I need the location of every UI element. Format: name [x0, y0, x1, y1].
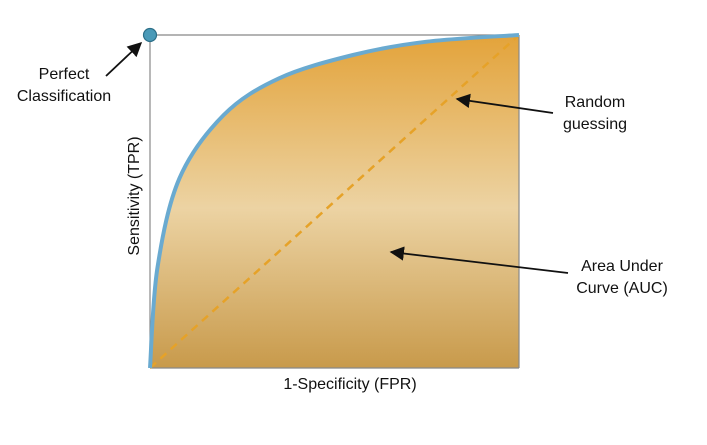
y-axis-label: Sensitivity (TPR) — [126, 136, 143, 256]
auc-label: Area Under Curve (AUC) — [560, 256, 684, 300]
random-label-line1: Random — [564, 94, 626, 111]
random-guessing-arrow — [455, 93, 554, 114]
random-label-line2: guessing — [562, 116, 628, 133]
random-guessing-label: Random guessing — [545, 92, 645, 136]
perfect-classification-arrow — [105, 42, 143, 77]
perfect-label-line2: Classification — [16, 88, 112, 105]
perfect-classification-point — [142, 27, 158, 43]
auc-area — [150, 35, 519, 368]
perfect-label-line1: Perfect — [38, 66, 90, 83]
x-axis-label: 1-Specificity (FPR) — [283, 376, 417, 393]
auc-label-line2: Curve (AUC) — [576, 280, 668, 297]
roc-curve — [148, 33, 520, 369]
perfect-classification-label: Perfect Classification — [0, 64, 128, 108]
auc-arrow — [389, 246, 569, 274]
auc-label-line1: Area Under — [581, 258, 663, 275]
